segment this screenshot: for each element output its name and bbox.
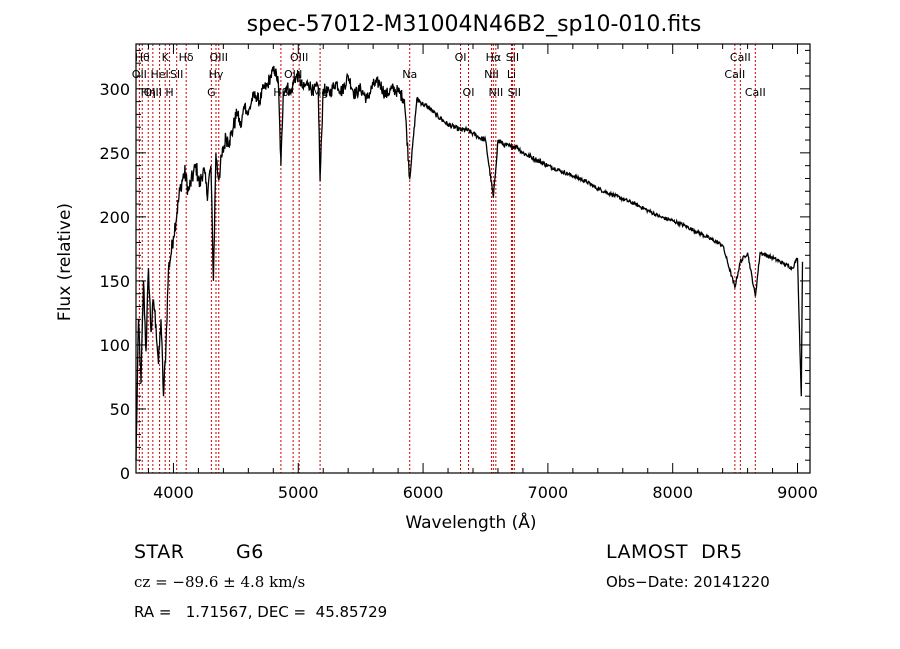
plot-frame bbox=[135, 43, 811, 474]
line-marker-label: G bbox=[207, 86, 216, 99]
line-marker-label: CaII bbox=[745, 86, 766, 99]
line-marker-label: Li bbox=[507, 68, 516, 81]
y-tick-label: 200 bbox=[99, 208, 130, 227]
line-marker-label: NII bbox=[488, 86, 503, 99]
cz-readout: cz = −89.6 ± 4.8 km/s bbox=[134, 573, 306, 591]
y-tick-label: 150 bbox=[99, 272, 130, 291]
y-tick-label: 100 bbox=[99, 336, 130, 355]
line-markers bbox=[138, 44, 756, 473]
x-axis-ticks: 4000 5000 6000 7000 8000 9000 bbox=[147, 44, 818, 502]
line-marker-label: SII bbox=[508, 86, 521, 99]
obs-date-readout: Obs−Date: 20141220 bbox=[606, 573, 770, 591]
line-marker-label: SII bbox=[506, 51, 519, 64]
line-marker-label: Hγ bbox=[209, 68, 224, 81]
y-tick-label: 300 bbox=[99, 80, 130, 99]
x-tick-label: 5000 bbox=[278, 483, 319, 502]
line-marker-labels: OIIHθHηOIIIHeIKHSIIHδGHγOIIIHβOIIIOIIIMg… bbox=[132, 51, 766, 99]
y-tick-label: 250 bbox=[99, 144, 130, 163]
line-marker-label: OIII bbox=[144, 86, 162, 99]
coordinates-readout: RA = 1.71567, DEC = 45.85729 bbox=[134, 603, 388, 621]
x-tick-label: 4000 bbox=[153, 483, 194, 502]
x-axis-label: Wavelength (Å) bbox=[405, 511, 536, 533]
subclass-label: G6 bbox=[236, 541, 264, 563]
line-marker-label: Hα bbox=[486, 51, 502, 64]
line-marker-label: HeI bbox=[150, 68, 168, 81]
line-marker-label: Hθ bbox=[135, 51, 150, 64]
line-marker-label: CaII bbox=[724, 68, 745, 81]
x-tick-label: 8000 bbox=[652, 483, 693, 502]
line-marker-label: OI bbox=[455, 51, 467, 64]
line-marker-label: SII bbox=[170, 68, 183, 81]
line-marker-label: CaII bbox=[730, 51, 751, 64]
line-marker-label: OI bbox=[463, 86, 475, 99]
line-marker-label: OIII bbox=[290, 51, 308, 64]
spectrum-line bbox=[135, 65, 804, 461]
line-marker-label: K bbox=[162, 51, 170, 64]
x-tick-label: 6000 bbox=[403, 483, 444, 502]
line-marker-label: OII bbox=[132, 68, 147, 81]
line-marker-label: NII bbox=[484, 68, 499, 81]
y-axis-label: Flux (relative) bbox=[55, 203, 75, 321]
class-label: STAR bbox=[134, 541, 185, 563]
line-marker-label: Na bbox=[402, 68, 417, 81]
y-axis-ticks: 0 50 100 150 200 250 300 bbox=[99, 49, 810, 483]
y-tick-label: 50 bbox=[110, 400, 130, 419]
y-tick-label: 0 bbox=[120, 464, 130, 483]
survey-label: LAMOST DR5 bbox=[606, 541, 743, 563]
line-marker-label: H bbox=[165, 86, 173, 99]
line-marker-label: OIII bbox=[210, 51, 228, 64]
chart-title: spec-57012-M31004N46B2_sp10-010.fits bbox=[247, 12, 702, 37]
line-marker-label: Hδ bbox=[179, 51, 194, 64]
x-tick-label: 7000 bbox=[528, 483, 569, 502]
x-tick-label: 9000 bbox=[777, 483, 818, 502]
